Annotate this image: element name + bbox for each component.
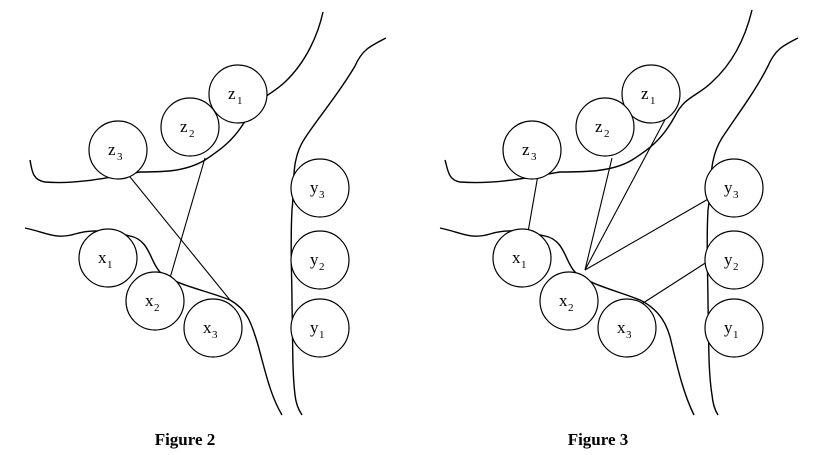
node-circle — [539, 271, 599, 331]
boundary-curve-right — [706, 37, 799, 416]
node-circle — [492, 228, 552, 288]
node-label: z — [522, 140, 530, 159]
node-subscript: 3 — [626, 329, 632, 341]
node-label: y — [310, 318, 319, 337]
edge-layer — [125, 157, 231, 301]
node-subscript: 3 — [733, 189, 739, 201]
node-circle — [290, 298, 350, 358]
node-label: x — [617, 318, 626, 337]
node-layer: z 1z 2z 3x 1x 2x 3y 3y 2y 1 — [78, 64, 350, 358]
node-subscript: 3 — [319, 189, 325, 201]
node-subscript: 3 — [212, 329, 218, 341]
node-label: z — [595, 117, 603, 136]
node-label: x — [98, 248, 107, 267]
figure-caption: Figure 3 — [568, 430, 629, 449]
figure-caption: Figure 2 — [155, 430, 216, 449]
node-circle — [597, 298, 657, 358]
node-circle — [125, 271, 185, 331]
node-subscript: 2 — [319, 261, 325, 273]
node-circle — [183, 298, 243, 358]
edge-layer — [527, 113, 711, 306]
node-subscript: 1 — [107, 259, 113, 271]
node-subscript: 3 — [531, 151, 537, 163]
node-layer: z 1z 2z 3x 1x 2x 3y 3y 2y 1 — [492, 64, 764, 358]
edge-z1-x2 — [584, 113, 669, 271]
node-subscript: 1 — [521, 259, 527, 271]
node-circle — [78, 228, 138, 288]
node-label: y — [724, 178, 733, 197]
node-subscript: 2 — [604, 128, 610, 140]
edge-x3-y2 — [639, 259, 711, 306]
node-subscript: 2 — [733, 261, 739, 273]
node-circle — [160, 97, 220, 157]
node-circle — [502, 120, 562, 180]
edge-z3-x1 — [527, 174, 539, 233]
node-label: z — [108, 140, 116, 159]
node-subscript: 1 — [237, 95, 243, 107]
node-subscript: 2 — [154, 302, 160, 314]
node-label: x — [145, 291, 154, 310]
node-circle — [208, 64, 268, 124]
node-subscript: 2 — [189, 128, 195, 140]
node-subscript: 1 — [319, 329, 325, 341]
node-circle — [704, 298, 764, 358]
edge-z2-x2 — [169, 157, 206, 279]
edge-x2-y3 — [584, 197, 711, 271]
node-circle — [704, 230, 764, 290]
node-label: y — [724, 250, 733, 269]
boundary-curve-upper — [444, 9, 753, 184]
figure-3-panel: z 1z 2z 3x 1x 2x 3y 3y 2y 1 Figure 3 — [439, 9, 799, 449]
node-subscript: 1 — [650, 95, 656, 107]
node-label: x — [559, 291, 568, 310]
node-circle — [290, 230, 350, 290]
node-label: y — [310, 250, 319, 269]
node-circle — [88, 120, 148, 180]
node-label: y — [310, 178, 319, 197]
edge-z2-x2 — [584, 157, 613, 271]
figure-2-panel: z 1z 2z 3x 1x 2x 3y 3y 2y 1 Figure 2 — [24, 11, 387, 449]
node-circle — [621, 64, 681, 124]
node-label: z — [228, 84, 236, 103]
edge-z3-x3 — [125, 171, 231, 301]
node-label: z — [641, 84, 649, 103]
node-circle — [704, 158, 764, 218]
node-subscript: 3 — [117, 151, 123, 163]
node-circle — [575, 97, 635, 157]
node-label: x — [203, 318, 212, 337]
node-subscript: 2 — [568, 302, 574, 314]
node-subscript: 1 — [733, 329, 739, 341]
node-label: x — [512, 248, 521, 267]
node-label: z — [180, 117, 188, 136]
boundary-curve-right — [290, 37, 387, 416]
node-label: y — [724, 318, 733, 337]
boundary-curve-upper — [29, 11, 324, 184]
node-circle — [290, 158, 350, 218]
